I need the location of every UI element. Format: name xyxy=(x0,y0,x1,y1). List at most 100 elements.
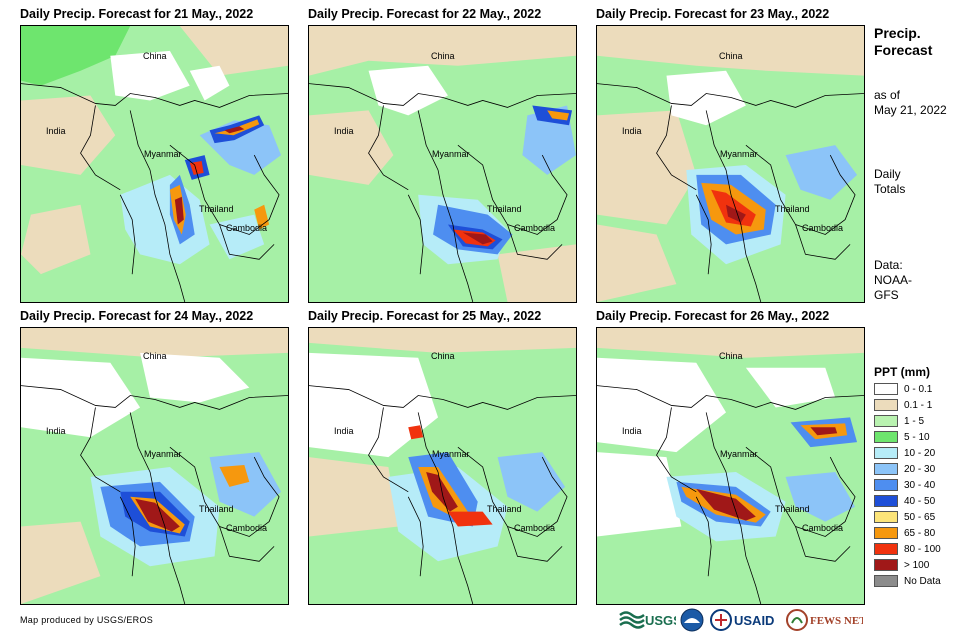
label-china: China xyxy=(143,51,167,61)
label-cambodia: Cambodia xyxy=(226,523,268,533)
precip-field xyxy=(21,26,288,275)
legend-swatch xyxy=(874,575,898,587)
legend-swatch xyxy=(874,415,898,427)
label-cambodia: Cambodia xyxy=(802,523,844,533)
usgs-logo-text: USGS xyxy=(645,613,676,628)
precip-map-2 xyxy=(309,26,576,302)
sidebar-asof: as of May 21, 2022 xyxy=(874,88,964,118)
panel-title-3: Daily Precip. Forecast for 23 May., 2022 xyxy=(596,7,830,21)
legend-label: > 100 xyxy=(904,560,930,571)
noaa-emblem xyxy=(680,608,704,632)
legend-label: 0 - 0.1 xyxy=(904,384,933,395)
legend-swatch xyxy=(874,399,898,411)
map-panel-2: China India Myanmar Thailand Cambodia xyxy=(308,25,577,303)
legend-label: 5 - 10 xyxy=(904,432,930,443)
label-china: China xyxy=(143,351,167,361)
label-india: India xyxy=(622,426,642,436)
label-thailand: Thailand xyxy=(487,204,522,214)
borders xyxy=(309,385,576,604)
label-china: China xyxy=(431,51,455,61)
label-china: China xyxy=(431,351,455,361)
legend-label: 65 - 80 xyxy=(904,528,936,539)
map-panel-5: China India Myanmar Thailand Cambodia xyxy=(308,327,577,605)
usaid-logo-text: USAID xyxy=(734,613,774,628)
legend-swatch xyxy=(874,447,898,459)
fewsnet-logo-mark: FEWS NET xyxy=(786,609,863,631)
map-panel-4: China India Myanmar Thailand Cambodia xyxy=(20,327,289,605)
label-thailand: Thailand xyxy=(199,204,234,214)
precip-field xyxy=(309,328,576,562)
label-myanmar: Myanmar xyxy=(144,449,182,459)
fewsnet-logo-text: FEWS NET xyxy=(810,615,863,627)
label-cambodia: Cambodia xyxy=(514,223,556,233)
legend-label: 20 - 30 xyxy=(904,464,936,475)
label-myanmar: Myanmar xyxy=(144,149,182,159)
label-myanmar: Myanmar xyxy=(720,149,758,159)
label-myanmar: Myanmar xyxy=(720,449,758,459)
noaa-logo xyxy=(680,606,706,634)
sidebar-totals-line2: Totals xyxy=(874,182,906,196)
sidebar-asof-line1: as of xyxy=(874,88,901,102)
legend-label: 50 - 65 xyxy=(904,512,936,523)
label-india: India xyxy=(46,126,66,136)
precip-map-3 xyxy=(597,26,864,302)
legend-label: 0.1 - 1 xyxy=(904,400,933,411)
legend-swatch xyxy=(874,479,898,491)
sidebar-data-line1: Data: xyxy=(874,258,903,272)
label-cambodia: Cambodia xyxy=(514,523,556,533)
label-cambodia: Cambodia xyxy=(226,223,268,233)
map-panel-3: China India Myanmar Thailand Cambodia xyxy=(596,25,865,303)
precip-field xyxy=(309,26,576,302)
usaid-logo: USAID xyxy=(710,606,782,634)
label-china: China xyxy=(719,51,743,61)
legend-swatch xyxy=(874,543,898,555)
borders xyxy=(21,385,288,604)
label-india: India xyxy=(334,126,354,136)
precip-field xyxy=(597,26,864,302)
legend-label: 30 - 40 xyxy=(904,480,936,491)
legend-swatch xyxy=(874,431,898,443)
legend-swatch xyxy=(874,383,898,395)
label-thailand: Thailand xyxy=(199,504,234,514)
usgs-logo: USGS xyxy=(618,606,676,634)
sidebar-heading-line1: Precip. xyxy=(874,25,921,41)
sidebar-totals: Daily Totals xyxy=(874,167,964,197)
label-india: India xyxy=(46,426,66,436)
panel-title-6: Daily Precip. Forecast for 26 May., 2022 xyxy=(596,309,830,323)
label-india: India xyxy=(334,426,354,436)
legend-label: 80 - 100 xyxy=(904,544,941,555)
legend-swatch xyxy=(874,511,898,523)
legend-label: 40 - 50 xyxy=(904,496,936,507)
panel-title-5: Daily Precip. Forecast for 25 May., 2022 xyxy=(308,309,542,323)
legend-swatch xyxy=(874,463,898,475)
borders xyxy=(597,83,864,302)
usaid-logo-mark: USAID xyxy=(710,609,774,631)
logo-strip: USGS USAID FEWS NET xyxy=(618,606,863,634)
borders xyxy=(597,385,864,604)
panel-title-1: Daily Precip. Forecast for 21 May., 2022 xyxy=(20,7,254,21)
sidebar-totals-line1: Daily xyxy=(874,167,901,181)
sidebar-data-line3: GFS xyxy=(874,288,899,302)
sidebar-asof-line2: May 21, 2022 xyxy=(874,103,947,117)
precip-map-6 xyxy=(597,328,864,604)
map-panel-1: China India Myanmar Thailand Cambodia xyxy=(20,25,289,303)
label-thailand: Thailand xyxy=(775,504,810,514)
map-panel-6: China India Myanmar Thailand Cambodia xyxy=(596,327,865,605)
credit-text: Map produced by USGS/EROS xyxy=(20,615,154,625)
legend-label: 1 - 5 xyxy=(904,416,925,427)
sidebar-heading-line2: Forecast xyxy=(874,42,933,58)
label-china: China xyxy=(719,351,743,361)
usgs-logo-mark: USGS xyxy=(619,611,676,629)
fewsnet-logo: FEWS NET xyxy=(786,606,863,634)
legend-swatch xyxy=(874,559,898,571)
label-india: India xyxy=(622,126,642,136)
label-thailand: Thailand xyxy=(775,204,810,214)
precip-field xyxy=(21,328,288,604)
legend-label: No Data xyxy=(904,576,941,587)
legend-title: PPT (mm) xyxy=(874,365,931,379)
sidebar-heading: Precip. Forecast xyxy=(874,25,932,59)
legend-swatch xyxy=(874,495,898,507)
precip-map-5 xyxy=(309,328,576,604)
label-cambodia: Cambodia xyxy=(802,223,844,233)
label-thailand: Thailand xyxy=(487,504,522,514)
